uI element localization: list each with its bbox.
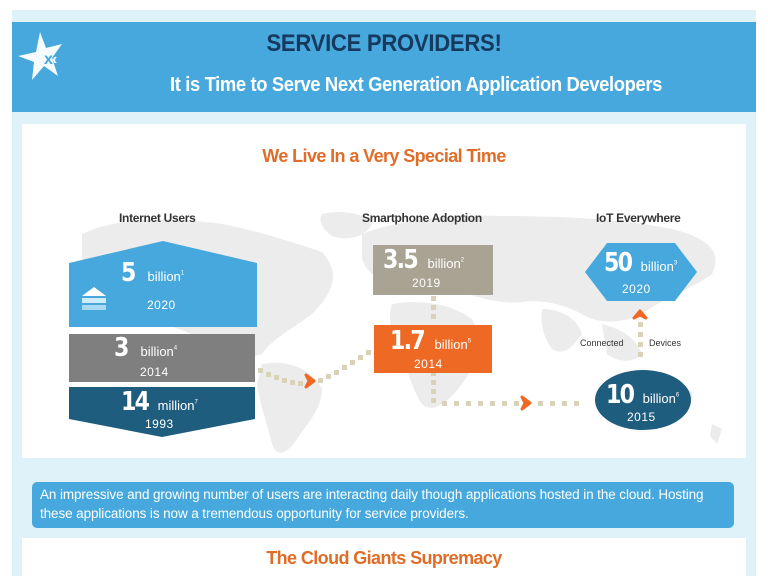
iot-2020-shape [585,243,697,301]
footnote-ref: 5 [467,338,472,345]
svg-text:‹: ‹ [52,51,57,68]
stat-internet-2014: 3 billion4 [114,333,177,363]
stat-year: 2014 [140,365,169,379]
cloud-giants-panel [22,538,746,576]
stat-year: 1993 [145,417,174,431]
header-banner [12,22,756,112]
stat-iot-2015: 10 billion6 [606,380,679,410]
stat-internet-2020: 5 billion1 [121,258,184,288]
label-devices: Devices [649,338,682,348]
stat-smartphone-2014: 1.7 billion5 [390,326,471,356]
section-title-cloud-giants: The Cloud Giants Supremacy [266,548,502,568]
footnote-ref: 7 [194,399,198,406]
stat-value: 50 [604,248,633,278]
footnote-ref: 2 [460,257,465,264]
stat-year: 2020 [147,298,176,312]
footnote-ref: 6 [675,392,680,399]
internet-2014-box [69,334,255,382]
label-smartphone-adoption: Smartphone Adoption [362,211,482,225]
stat-value: 1.7 [390,326,426,356]
stat-internet-1993: 14 million7 [121,387,198,417]
stat-unit: billion [434,337,468,352]
iot-2015-shape [595,370,691,430]
stat-year: 2019 [412,276,441,290]
stat-value: 14 [121,387,150,417]
page-subtitle: It is Time to Serve Next Generation Appl… [170,74,662,96]
footnote-ref: 1 [180,270,185,277]
label-internet-users: Internet Users [119,211,196,225]
stat-year: 2015 [627,410,656,424]
stat-value: 3 [114,333,129,363]
stat-unit: million [157,398,195,413]
smartphone-2014-box [374,325,492,373]
footnote-ref: 4 [173,345,178,352]
stat-unit: billion [147,269,181,284]
stat-smartphone-2019: 3.5 billion2 [383,245,464,275]
svg-text:x: x [44,51,53,68]
internet-2020-shape [69,241,257,327]
footnote-ref: 3 [673,260,678,267]
star-x-logo-icon: x ‹ [18,32,62,80]
stat-year: 2020 [622,282,651,296]
stat-value: 3.5 [383,245,419,275]
label-connected: Connected [580,338,624,348]
internet-1993-shape [69,387,255,437]
caption-box: An impressive and growing number of user… [32,482,734,528]
smartphone-2019-box [373,245,493,295]
stat-unit: billion [427,256,461,271]
stat-unit: billion [642,391,676,406]
stat-value: 10 [606,380,635,410]
stat-iot-2020: 50 billion3 [604,248,677,278]
label-iot-everywhere: IoT Everywhere [596,211,681,225]
section-title-special-time: We Live In a Very Special Time [262,146,506,166]
growth-arrow-icon [82,287,106,310]
stat-unit: billion [140,344,174,359]
stat-value: 5 [121,258,136,288]
stat-year: 2014 [414,357,443,371]
page-title: SERVICE PROVIDERS! [266,30,502,57]
stat-unit: billion [640,259,674,274]
